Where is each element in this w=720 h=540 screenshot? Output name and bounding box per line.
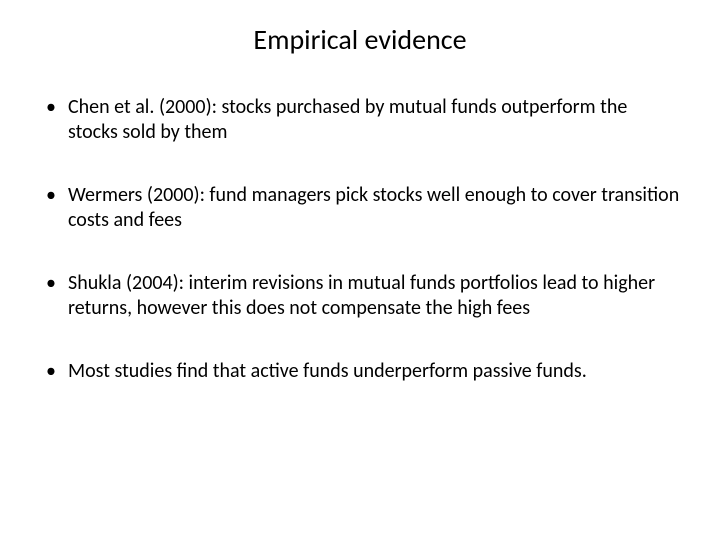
list-item: Shukla (2004): interim revisions in mutu…: [40, 271, 680, 321]
list-item: Most studies find that active funds unde…: [40, 359, 680, 384]
list-item: Wermers (2000): fund managers pick stock…: [40, 183, 680, 233]
list-item: Chen et al. (2000): stocks purchased by …: [40, 95, 680, 145]
slide-content: Chen et al. (2000): stocks purchased by …: [0, 65, 720, 384]
slide-title: Empirical evidence: [0, 0, 720, 65]
bullet-list: Chen et al. (2000): stocks purchased by …: [40, 95, 680, 384]
slide: Empirical evidence Chen et al. (2000): s…: [0, 0, 720, 540]
